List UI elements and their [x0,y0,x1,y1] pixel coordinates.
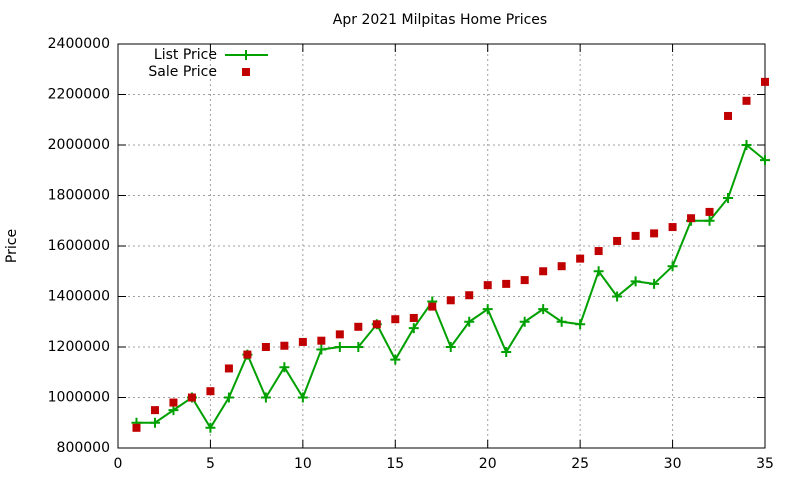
legend-label: Sale Price [148,64,217,80]
data-point [482,304,493,315]
y-tick-label: 2400000 [48,36,110,52]
data-point [631,231,640,240]
data-point [446,296,455,305]
y-tick-label: 2000000 [48,137,110,153]
data-point [409,313,418,322]
data-point [334,342,345,352]
x-tick-label: 10 [294,456,312,472]
plot-frame [117,43,766,449]
data-point [223,392,234,403]
data-point [594,247,603,256]
legend-swatch [241,50,251,60]
x-tick-label: 5 [206,456,215,472]
y-tick-label: 1400000 [48,289,110,305]
y-tick-label: 2200000 [48,87,110,103]
data-point [354,322,363,331]
data-point [520,276,529,285]
data-point [650,229,659,238]
data-point [150,406,159,415]
data-point [483,281,492,290]
y-tick-label: 1600000 [48,238,110,254]
data-point [335,330,344,339]
y-axis-label: Price [4,229,20,263]
data-point [705,207,714,216]
data-point [205,422,216,433]
data-point [575,319,586,330]
x-tick-label: 35 [756,456,774,472]
data-point [243,350,252,359]
data-point [279,362,290,373]
data-point [169,398,178,407]
x-tick-label: 25 [571,456,589,472]
data-point [372,320,381,329]
data-point [668,223,677,232]
data-point [667,261,678,272]
data-point [538,304,549,315]
y-tick-label: 1800000 [48,188,110,204]
data-point [704,215,715,226]
x-tick-label: 20 [479,456,497,472]
data-point [391,315,400,324]
data-point [502,279,511,288]
data-point [149,417,160,428]
y-tick-label: 1000000 [48,390,110,406]
data-point [687,214,696,223]
chart-title: Apr 2021 Milpitas Home Prices [333,12,547,28]
data-point [465,291,474,300]
data-point [316,344,327,355]
data-point [132,423,141,432]
x-tick-label: 0 [114,456,123,472]
data-point [206,387,215,396]
data-point [298,337,307,346]
y-tick-label: 800000 [57,440,110,456]
data-point [353,342,364,352]
data-point [297,392,308,403]
series-line [136,143,766,430]
data-point [613,236,622,245]
data-point [408,323,419,334]
data-point [724,111,733,120]
data-point [761,77,769,86]
data-point [187,393,196,402]
x-tick-label: 15 [386,456,404,472]
legend-label: List Price [154,47,217,63]
data-point [168,405,179,416]
data-point [630,276,641,287]
data-point [445,342,456,352]
data-point [260,392,271,403]
y-tick-label: 1200000 [48,339,110,355]
data-point [649,278,660,289]
data-point [501,347,512,358]
data-point [760,155,770,166]
data-point [557,262,566,271]
data-point [261,343,270,351]
x-tick-label: 30 [664,456,682,472]
data-point [612,291,623,302]
data-point [519,316,530,327]
data-point [317,336,326,345]
data-point [723,193,734,204]
data-point [539,267,548,276]
data-point [464,316,475,327]
data-point [556,316,567,327]
data-point [593,266,604,277]
data-point [280,341,289,350]
data-point [741,140,752,150]
data-point [428,302,437,311]
data-point [390,354,401,365]
data-point [576,254,585,263]
legend-swatch [242,68,250,76]
data-point [224,364,233,373]
data-point [742,96,751,105]
